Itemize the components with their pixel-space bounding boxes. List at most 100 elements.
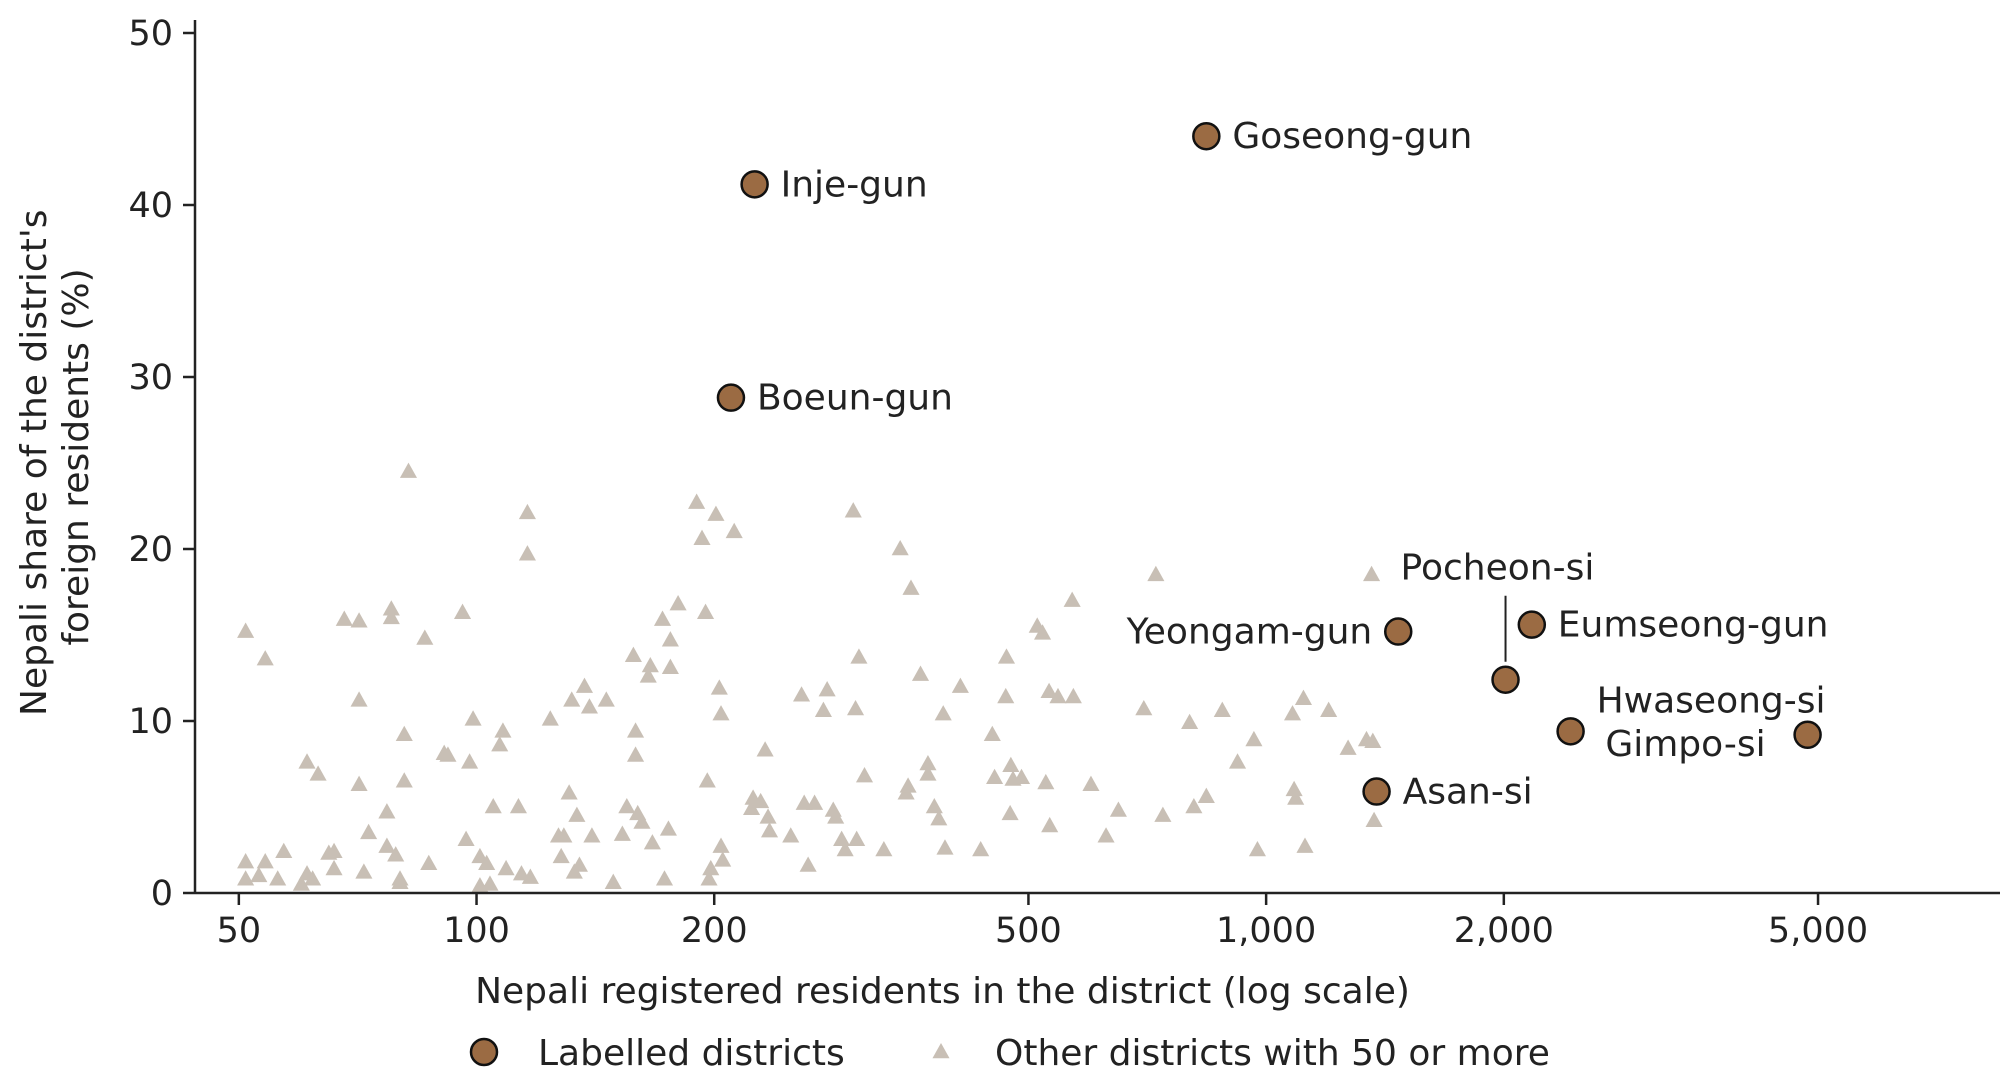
other-district-point — [583, 827, 601, 843]
other-district-point — [1049, 687, 1067, 704]
other-district-point — [335, 610, 353, 626]
x-tick-label: 1,000 — [1216, 911, 1316, 951]
other-district-point — [1109, 801, 1127, 817]
other-district-point — [484, 798, 502, 814]
other-district-point — [325, 859, 343, 876]
x-tick-label: 50 — [217, 911, 262, 951]
other-district-point — [237, 622, 255, 638]
other-district-point — [1154, 806, 1172, 822]
other-district-point — [659, 820, 677, 836]
other-district-point — [1245, 730, 1263, 747]
y-tick-label: 20 — [128, 530, 173, 570]
other-district-point — [1285, 780, 1303, 797]
other-district-point — [712, 837, 730, 853]
other-district-point — [382, 608, 400, 625]
other-district-point — [580, 698, 599, 714]
other-district-point — [1364, 732, 1382, 748]
other-district-point — [1135, 699, 1153, 716]
other-district-point — [1033, 624, 1052, 640]
other-district-point — [552, 847, 570, 864]
other-district-point — [655, 870, 674, 886]
x-ticks: 50 100 200 500 1,000 2,000 5,000 — [217, 893, 1868, 951]
other-district-point — [237, 853, 255, 869]
other-district-point — [1064, 687, 1082, 704]
other-district-point — [453, 603, 472, 619]
other-district-point — [827, 808, 845, 824]
other-district-point — [833, 830, 851, 846]
other-district-point — [560, 784, 578, 800]
other-district-point — [512, 865, 531, 881]
legend-label-other: Other districts with 50 or more — [995, 1033, 1550, 1074]
other-district-point — [710, 679, 728, 695]
other-district-point — [818, 681, 836, 697]
other-district-point — [1320, 701, 1338, 717]
other-district-point — [707, 505, 725, 521]
other-district-point — [269, 870, 287, 886]
other-district-point — [759, 808, 777, 824]
other-district-point — [725, 522, 743, 539]
other-district-point — [782, 827, 800, 843]
other-district-point — [891, 540, 909, 556]
other-district-point — [661, 631, 679, 647]
other-district-point — [304, 870, 322, 886]
other-district-point — [563, 691, 581, 707]
other-district-point — [806, 794, 824, 810]
other-district-point — [494, 722, 512, 738]
y-tick-label: 50 — [128, 14, 173, 54]
other-district-point — [1012, 768, 1031, 785]
other-district-point — [275, 842, 293, 859]
other-district-point — [902, 579, 920, 595]
other-district-point — [752, 792, 770, 809]
y-axis-title-line-2: foreign residents (%) — [56, 268, 97, 645]
other-district-point — [518, 503, 536, 520]
other-district-point — [256, 853, 274, 869]
labelled-district-point — [1491, 665, 1520, 694]
other-district-point — [641, 656, 659, 673]
x-tick-label: 5,000 — [1768, 911, 1868, 951]
other-district-point — [325, 842, 343, 859]
y-axis-title: Nepali share of the district's foreign r… — [14, 198, 97, 716]
other-district-point — [836, 841, 854, 857]
x-axis-title: Nepali registered residents in the distr… — [475, 971, 1410, 1012]
other-district-point — [597, 691, 615, 707]
other-district-point — [555, 827, 573, 843]
other-district-point — [457, 830, 475, 846]
other-district-point — [439, 746, 457, 762]
other-district-point — [850, 648, 868, 664]
other-district-point — [627, 722, 645, 738]
other-district-point — [256, 650, 274, 666]
point-label: Hwaseong-si — [1597, 680, 1826, 721]
other-district-point — [814, 701, 832, 717]
other-district-point — [350, 691, 368, 707]
other-district-point — [760, 822, 779, 838]
labelled-district-point — [1793, 720, 1822, 750]
other-district-point — [478, 854, 496, 871]
labelled-district-point — [1556, 717, 1585, 746]
other-district-point — [1283, 705, 1302, 721]
point-label: Pocheon-si — [1401, 548, 1595, 589]
other-district-point — [309, 765, 327, 781]
labelled-district-point — [1383, 617, 1413, 646]
axes: 50 100 200 500 1,000 2,000 5,000 0 10 20 30 40 50 — [128, 14, 2000, 951]
point-label: Asan-si — [1403, 772, 1533, 813]
other-district-point — [688, 493, 706, 509]
other-district-point — [509, 798, 527, 814]
other-district-point — [936, 839, 954, 855]
other-districts-points — [237, 462, 1383, 893]
other-district-point — [613, 825, 631, 841]
other-district-point — [481, 875, 499, 891]
other-district-point — [986, 768, 1004, 785]
other-district-point — [627, 746, 645, 762]
labelled-district-point — [1362, 777, 1391, 806]
point-label: Inje-gun — [781, 164, 928, 205]
labelled-district-point — [740, 170, 769, 199]
other-district-point — [1041, 816, 1059, 833]
other-district-point — [298, 753, 316, 769]
other-district-point — [237, 870, 255, 886]
point-label: Goseong-gun — [1232, 116, 1472, 157]
y-tick-label: 40 — [128, 186, 173, 226]
other-district-point — [1185, 798, 1203, 814]
other-district-point — [250, 866, 268, 883]
other-district-point — [624, 646, 642, 662]
